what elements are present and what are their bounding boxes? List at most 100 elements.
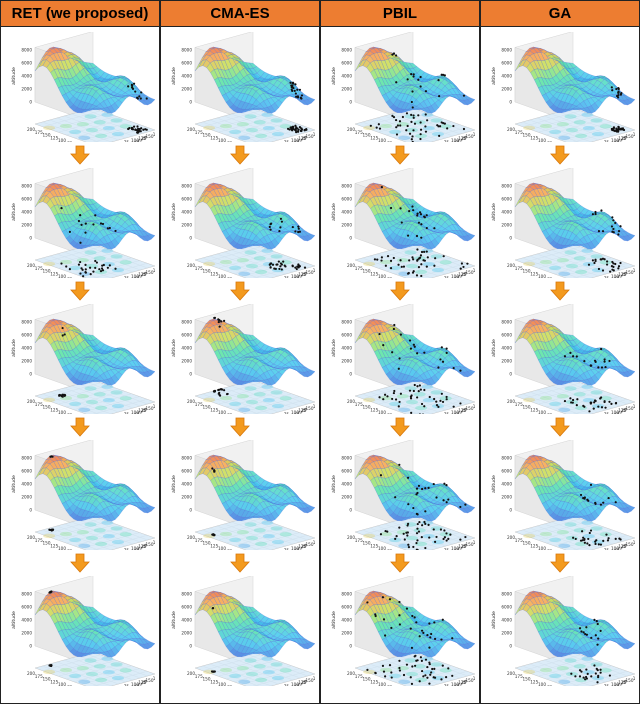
- surface-plot-pbil-stage-4: 2001751501251007550250025507510012515017…: [331, 440, 475, 550]
- surface-plot-ret-stage-3: 2001751501251007550250025507510012515017…: [11, 304, 155, 414]
- sample-point: [611, 89, 614, 92]
- sample-point: [412, 545, 415, 549]
- sample-point: [412, 258, 415, 261]
- sample-point: [298, 125, 302, 129]
- sample-point: [594, 542, 597, 546]
- sample-point: [419, 121, 422, 124]
- sample-point: [394, 54, 398, 57]
- sample-point: [296, 95, 300, 98]
- z-tick-label: 4000: [501, 210, 512, 215]
- y-tick-label: 175: [473, 676, 475, 681]
- down-arrow-icon: [390, 417, 410, 437]
- x-tick-label: 125: [50, 679, 58, 684]
- sample-point: [277, 260, 280, 263]
- sample-point: [412, 506, 415, 510]
- sample-point: [291, 86, 294, 89]
- sample-point: [414, 664, 417, 667]
- z-tick-label: 2000: [501, 87, 512, 92]
- z-tick-label: 6000: [501, 61, 512, 66]
- z-tick-label: 0: [189, 644, 192, 649]
- sample-point: [605, 263, 609, 266]
- sample-point: [398, 623, 401, 626]
- z-axis-label: altitude: [491, 203, 497, 221]
- sample-point: [136, 96, 139, 99]
- sample-point: [570, 401, 573, 404]
- sample-point: [431, 667, 434, 671]
- sample-point: [389, 259, 393, 262]
- down-arrow-icon: [390, 281, 410, 301]
- x-tick-label: 175: [35, 674, 43, 679]
- surface-plot-cmaes-stage-5: 2001751501251007550250025507510012515017…: [171, 576, 315, 686]
- z-tick-label: 8000: [501, 320, 512, 325]
- z-axis-label: altitude: [491, 475, 497, 493]
- sample-point: [389, 206, 393, 210]
- sample-point: [596, 622, 599, 626]
- y-tick-label: 100: [611, 274, 619, 278]
- sample-point: [275, 263, 278, 266]
- sample-point: [291, 225, 294, 229]
- sample-point: [597, 637, 600, 640]
- y-tick-label: 75: [604, 140, 610, 142]
- sample-point: [416, 539, 419, 542]
- sample-point: [445, 501, 448, 504]
- x-tick-label: 175: [515, 130, 523, 135]
- sample-point: [380, 256, 383, 259]
- sample-point: [82, 275, 85, 278]
- sample-point: [423, 250, 426, 253]
- z-tick-label: 4000: [341, 74, 352, 79]
- sample-point: [435, 496, 438, 499]
- sample-point: [578, 627, 582, 630]
- sample-point: [419, 85, 422, 88]
- sample-point: [405, 112, 409, 115]
- sample-point: [423, 259, 426, 262]
- z-tick-label: 4000: [21, 210, 32, 215]
- sample-point: [438, 95, 441, 98]
- sample-point: [211, 606, 215, 610]
- sample-point: [408, 389, 412, 392]
- sample-point: [95, 261, 99, 264]
- sample-point: [406, 124, 409, 128]
- z-tick-label: 2000: [21, 359, 32, 364]
- z-axis-label: altitude: [331, 203, 337, 221]
- sample-point: [459, 538, 462, 541]
- sample-point: [420, 250, 424, 254]
- x-tick-label: 100: [58, 138, 66, 142]
- sample-point: [587, 499, 590, 502]
- y-tick-label: 150: [626, 134, 634, 139]
- sample-point: [269, 228, 272, 231]
- x-tick-label: 125: [50, 543, 58, 548]
- sample-point: [127, 127, 130, 131]
- z-tick-label: 2000: [21, 223, 32, 228]
- sample-point: [445, 351, 448, 354]
- sample-point: [583, 541, 586, 544]
- x-tick-label: 75: [387, 141, 393, 142]
- sample-point: [410, 113, 413, 116]
- z-tick-label: 8000: [181, 592, 192, 597]
- sample-point: [426, 676, 429, 679]
- sample-point: [604, 406, 607, 409]
- z-tick-label: 8000: [341, 184, 352, 189]
- sample-point: [293, 89, 296, 92]
- sample-point: [593, 664, 596, 667]
- sample-point: [407, 543, 410, 546]
- sample-point: [433, 264, 436, 267]
- sample-point: [417, 530, 421, 533]
- y-axis-label: latitude: [130, 270, 148, 278]
- z-tick-label: 0: [29, 372, 32, 377]
- sample-point: [384, 529, 387, 533]
- sample-point: [386, 395, 389, 398]
- sample-point: [605, 533, 608, 536]
- sample-point: [94, 259, 97, 263]
- sample-point: [430, 632, 433, 636]
- z-tick-label: 4000: [21, 618, 32, 623]
- surface-plot-ga-stage-4: 2001751501251007550250025507510012515017…: [491, 440, 635, 550]
- sample-point: [584, 678, 587, 681]
- x-tick-label: 125: [370, 679, 378, 684]
- sample-point: [376, 258, 379, 261]
- y-tick-label: 75: [124, 684, 130, 686]
- sample-point: [377, 123, 380, 126]
- z-tick-label: 6000: [501, 333, 512, 338]
- sample-point: [420, 236, 423, 239]
- sample-point: [409, 347, 413, 350]
- sample-point: [607, 496, 610, 500]
